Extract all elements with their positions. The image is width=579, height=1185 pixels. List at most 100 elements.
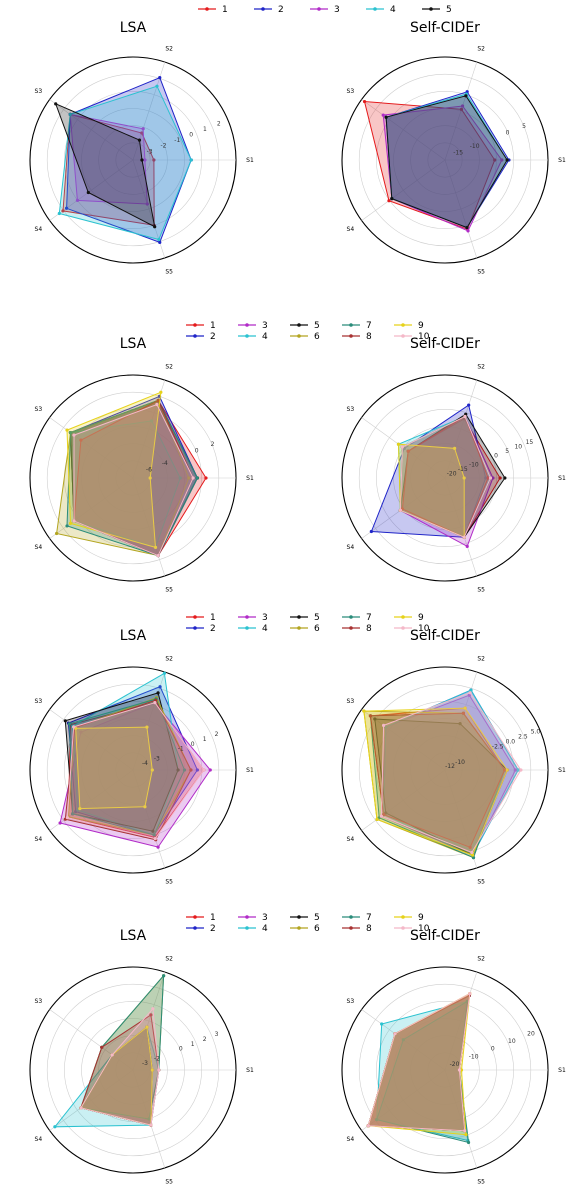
category-label: S3 — [35, 88, 43, 95]
radial-tick-label: 1 — [203, 736, 207, 743]
legend-label: 2 — [210, 924, 216, 934]
legend-label: 6 — [314, 332, 320, 342]
radial-tick-label: -3 — [154, 755, 160, 762]
legend-marker — [245, 926, 249, 930]
chart-row: 1 2 3 4 5LSAS1S2S3S4S5-3-2-1012Self-CIDErS1S… — [30, 5, 566, 275]
legend-marker — [349, 926, 353, 930]
radial-tick-label: -6 — [146, 467, 152, 474]
radial-tick-label: -12 — [445, 763, 455, 770]
series-marker — [401, 445, 404, 448]
legend-marker — [193, 915, 197, 919]
category-label: S3 — [347, 406, 355, 413]
radial-tick-label: 15 — [526, 439, 534, 446]
legend-label: 9 — [418, 321, 424, 331]
series-marker — [382, 724, 385, 727]
radial-tick-label: 20 — [527, 1030, 535, 1037]
series-marker — [202, 768, 205, 771]
series-marker — [382, 114, 385, 117]
radial-tick-label: 0 — [195, 447, 199, 454]
legend-marker — [205, 7, 209, 11]
chart-title: Self-CIDEr — [410, 928, 480, 944]
series-marker — [79, 1106, 82, 1109]
legend-label: 7 — [366, 613, 372, 623]
radial-tick-label: 10 — [508, 1038, 516, 1045]
legend-marker — [317, 7, 321, 11]
series-marker — [138, 139, 141, 142]
series-marker — [157, 1068, 160, 1071]
legend-label: 1 — [210, 613, 216, 623]
series-marker — [87, 191, 90, 194]
series-marker — [469, 691, 472, 694]
legend-marker — [349, 615, 353, 619]
series-marker — [204, 476, 207, 479]
series-marker — [458, 1068, 461, 1071]
category-label: S4 — [35, 1136, 43, 1143]
legend-label: 3 — [262, 913, 268, 923]
series-marker — [159, 391, 162, 394]
series-marker — [370, 530, 373, 533]
series-marker — [467, 1141, 470, 1144]
series-marker — [58, 821, 61, 824]
category-label: S5 — [477, 586, 485, 593]
category-label: S1 — [246, 475, 254, 482]
radial-tick-label: -10 — [455, 759, 465, 766]
legend-marker — [401, 915, 405, 919]
radar-panel: LSAS1S2S3S4S5-6-402 — [30, 336, 254, 593]
chart-title: Self-CIDEr — [410, 336, 480, 352]
category-label: S5 — [165, 268, 173, 275]
chart-row: 12345678910LSAS1S2S3S4S5-6-402Self-CIDEr… — [30, 321, 566, 593]
radar-panel: Self-CIDErS1S2S3S4S5-20-1001020 — [342, 928, 566, 1185]
legend-label: 2 — [210, 624, 216, 634]
legend-marker — [245, 915, 249, 919]
legend-label: 8 — [366, 332, 372, 342]
category-label: S2 — [477, 364, 485, 371]
legend-marker — [349, 626, 353, 630]
legend-marker — [193, 323, 197, 327]
series-marker — [503, 476, 506, 479]
series-marker — [156, 846, 159, 849]
legend-marker — [401, 926, 405, 930]
legend-marker — [245, 626, 249, 630]
legend-marker — [297, 926, 301, 930]
series-marker — [149, 1124, 152, 1127]
radial-tick-label: 1 — [191, 1041, 195, 1048]
series-marker — [140, 158, 143, 161]
legend: 12345678910 — [186, 613, 430, 634]
category-label: S2 — [477, 46, 485, 53]
category-label: S2 — [165, 364, 173, 371]
chart-row: 12345678910LSAS1S2S3S4S5-4-3-1012Self-CI… — [30, 613, 566, 885]
legend-label: 3 — [262, 321, 268, 331]
chart-row: 12345678910LSAS1S2S3S4S5-3-20123Self-CID… — [30, 913, 566, 1185]
legend-marker — [245, 323, 249, 327]
radial-tick-label: -2.5 — [492, 744, 504, 751]
radial-tick-label: 0 — [179, 1046, 183, 1053]
legend: 12345678910 — [186, 321, 430, 342]
legend-marker — [297, 626, 301, 630]
radial-tick-label: -10 — [469, 461, 479, 468]
radial-tick-label: 2 — [217, 120, 221, 127]
legend-label: 3 — [334, 5, 340, 15]
category-label: S1 — [246, 157, 254, 164]
radial-tick-label: 0 — [506, 130, 510, 137]
series-marker — [54, 102, 57, 105]
legend-marker — [401, 323, 405, 327]
category-label: S2 — [165, 656, 173, 663]
legend-marker — [297, 334, 301, 338]
chart-title: LSA — [120, 336, 147, 352]
series-marker — [65, 428, 68, 431]
category-label: S3 — [35, 998, 43, 1005]
series-marker — [467, 404, 470, 407]
legend-marker — [401, 615, 405, 619]
radial-tick-label: 0 — [494, 452, 498, 459]
radial-tick-label: -1 — [174, 137, 180, 144]
series-marker — [64, 719, 67, 722]
category-label: S5 — [477, 268, 485, 275]
radial-tick-label: 10 — [514, 443, 522, 450]
series-marker — [58, 212, 61, 215]
radar-panel: Self-CIDErS1S2S3S4S5-15-1005 — [342, 20, 566, 275]
legend-label: 1 — [222, 5, 228, 15]
series-marker — [384, 116, 387, 119]
legend-marker — [193, 926, 197, 930]
legend-marker — [297, 915, 301, 919]
legend-marker — [261, 7, 265, 11]
